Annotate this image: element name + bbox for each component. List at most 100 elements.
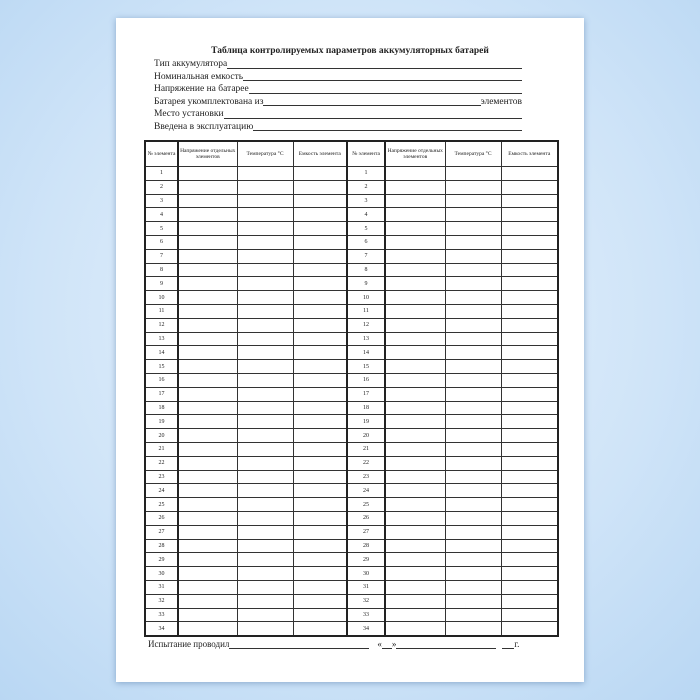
data-cell[interactable] — [177, 607, 238, 623]
data-cell[interactable] — [236, 359, 294, 374]
data-cell[interactable] — [236, 303, 294, 319]
data-cell[interactable] — [444, 359, 502, 374]
data-cell[interactable] — [292, 221, 348, 236]
data-cell[interactable] — [236, 290, 294, 305]
data-cell[interactable] — [444, 166, 502, 181]
data-cell[interactable] — [444, 593, 502, 609]
data-cell[interactable] — [177, 455, 238, 471]
data-cell[interactable] — [177, 593, 238, 609]
data-cell[interactable] — [444, 579, 502, 595]
data-cell[interactable] — [292, 303, 348, 319]
data-cell[interactable] — [500, 386, 559, 402]
data-cell[interactable] — [500, 428, 559, 443]
data-cell[interactable] — [236, 497, 294, 512]
data-cell[interactable] — [236, 607, 294, 623]
data-cell[interactable] — [177, 303, 238, 319]
data-cell[interactable] — [500, 372, 559, 388]
data-cell[interactable] — [384, 441, 446, 457]
data-cell[interactable] — [177, 276, 238, 292]
data-cell[interactable] — [500, 524, 559, 540]
data-cell[interactable] — [500, 400, 559, 416]
data-cell[interactable] — [292, 538, 348, 554]
data-cell[interactable] — [292, 331, 348, 347]
data-cell[interactable] — [177, 386, 238, 402]
data-cell[interactable] — [444, 621, 502, 637]
data-cell[interactable] — [236, 566, 294, 581]
data-cell[interactable] — [177, 372, 238, 388]
data-cell[interactable] — [384, 414, 446, 430]
data-cell[interactable] — [292, 414, 348, 430]
data-cell[interactable] — [177, 262, 238, 278]
data-cell[interactable] — [236, 428, 294, 443]
data-cell[interactable] — [384, 483, 446, 499]
data-cell[interactable] — [500, 607, 559, 623]
data-cell[interactable] — [444, 193, 502, 209]
data-cell[interactable] — [444, 566, 502, 581]
data-cell[interactable] — [384, 538, 446, 554]
data-cell[interactable] — [292, 262, 348, 278]
data-cell[interactable] — [236, 386, 294, 402]
data-cell[interactable] — [384, 372, 446, 388]
data-cell[interactable] — [500, 276, 559, 292]
data-cell[interactable] — [292, 359, 348, 374]
data-cell[interactable] — [177, 359, 238, 374]
data-cell[interactable] — [384, 400, 446, 416]
data-cell[interactable] — [177, 166, 238, 181]
data-cell[interactable] — [292, 593, 348, 609]
data-cell[interactable] — [292, 179, 348, 195]
data-cell[interactable] — [292, 234, 348, 250]
data-cell[interactable] — [500, 262, 559, 278]
data-cell[interactable] — [500, 331, 559, 347]
data-cell[interactable] — [292, 441, 348, 457]
data-cell[interactable] — [444, 317, 502, 333]
data-cell[interactable] — [236, 552, 294, 568]
month-blank[interactable] — [396, 639, 497, 649]
data-cell[interactable] — [500, 414, 559, 430]
data-cell[interactable] — [177, 207, 238, 223]
data-cell[interactable] — [500, 497, 559, 512]
data-cell[interactable] — [292, 483, 348, 499]
data-cell[interactable] — [177, 441, 238, 457]
data-cell[interactable] — [292, 290, 348, 305]
data-cell[interactable] — [292, 455, 348, 471]
data-cell[interactable] — [500, 469, 559, 485]
data-cell[interactable] — [384, 497, 446, 512]
data-cell[interactable] — [236, 441, 294, 457]
data-cell[interactable] — [292, 428, 348, 443]
data-cell[interactable] — [292, 497, 348, 512]
data-cell[interactable] — [236, 372, 294, 388]
data-cell[interactable] — [384, 621, 446, 637]
data-cell[interactable] — [444, 207, 502, 223]
data-cell[interactable] — [292, 579, 348, 595]
data-cell[interactable] — [177, 248, 238, 264]
data-cell[interactable] — [500, 566, 559, 581]
data-cell[interactable] — [177, 317, 238, 333]
data-cell[interactable] — [292, 400, 348, 416]
data-cell[interactable] — [236, 331, 294, 347]
data-cell[interactable] — [384, 179, 446, 195]
data-cell[interactable] — [384, 386, 446, 402]
data-cell[interactable] — [292, 607, 348, 623]
data-cell[interactable] — [236, 510, 294, 526]
data-cell[interactable] — [444, 455, 502, 471]
data-cell[interactable] — [384, 593, 446, 609]
data-cell[interactable] — [292, 166, 348, 181]
data-cell[interactable] — [177, 483, 238, 499]
data-cell[interactable] — [177, 221, 238, 236]
data-cell[interactable] — [444, 372, 502, 388]
data-cell[interactable] — [384, 221, 446, 236]
data-cell[interactable] — [292, 207, 348, 223]
data-cell[interactable] — [444, 221, 502, 236]
data-cell[interactable] — [236, 262, 294, 278]
data-cell[interactable] — [444, 303, 502, 319]
data-cell[interactable] — [444, 607, 502, 623]
data-cell[interactable] — [177, 510, 238, 526]
data-cell[interactable] — [444, 414, 502, 430]
data-cell[interactable] — [444, 428, 502, 443]
data-cell[interactable] — [177, 234, 238, 250]
field-blank[interactable] — [263, 96, 481, 106]
data-cell[interactable] — [236, 400, 294, 416]
data-cell[interactable] — [177, 345, 238, 361]
data-cell[interactable] — [177, 566, 238, 581]
data-cell[interactable] — [500, 538, 559, 554]
